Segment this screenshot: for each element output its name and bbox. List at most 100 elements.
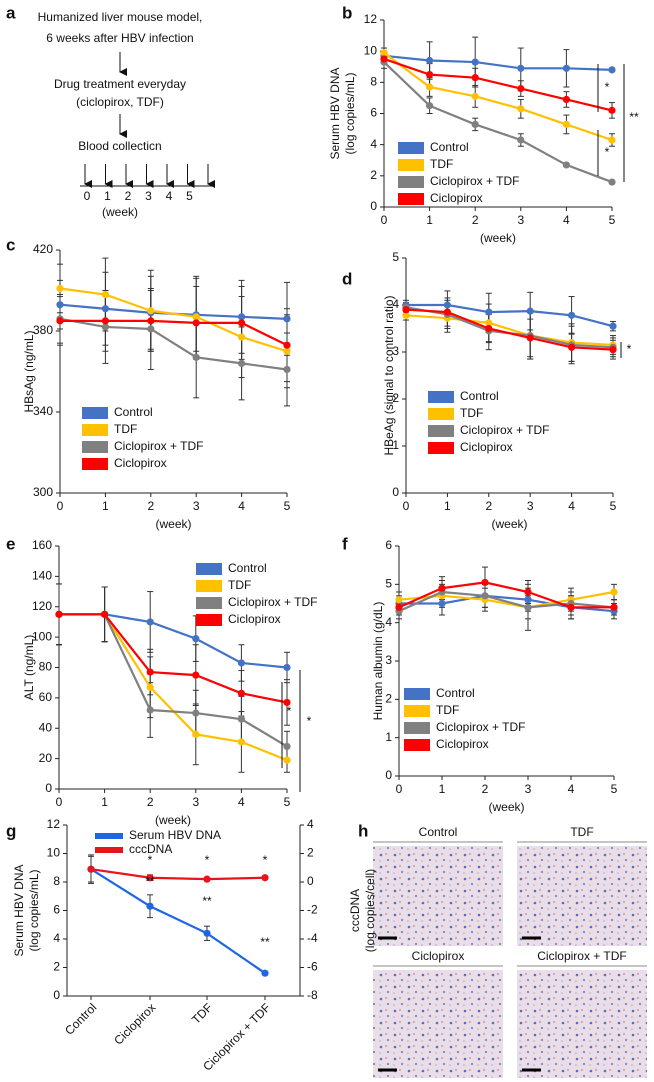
data-point <box>380 55 388 63</box>
y-tick-label: 4 <box>385 615 392 629</box>
x-tick-label: 4 <box>563 213 570 227</box>
y2-tick-label: 4 <box>307 817 314 831</box>
y-tick-label: 4 <box>392 297 399 311</box>
y-tick-label: 340 <box>33 404 53 418</box>
data-point <box>426 102 434 110</box>
annotation: * <box>148 853 153 867</box>
data-point <box>192 635 200 643</box>
panel-label: h <box>358 821 368 840</box>
legend-label: Control <box>228 561 267 575</box>
legend-key <box>398 193 424 205</box>
diagram-text: (ciclopirox, TDF) <box>76 95 164 109</box>
legend-key <box>428 442 454 454</box>
legend-key <box>398 159 424 171</box>
data-point <box>608 136 616 144</box>
y2-tick-label: 0 <box>307 874 314 888</box>
data-point <box>87 865 95 873</box>
panel-label: c <box>6 235 15 254</box>
data-point <box>101 610 109 618</box>
y-axis-label: Serum HBV DNA <box>328 67 342 159</box>
y-tick-label: 2 <box>392 391 399 405</box>
series-line <box>405 308 614 351</box>
legend-label: Serum HBV DNA <box>129 828 221 842</box>
timeline-label: 0 <box>84 189 91 203</box>
data-point <box>146 874 154 882</box>
data-point <box>471 120 479 129</box>
x-tick-label: 4 <box>568 782 575 796</box>
timeline-label: 4 <box>166 189 173 203</box>
legend-label: Ciclopirox + TDF <box>114 439 203 453</box>
legend-label: Control <box>460 389 499 403</box>
data-point <box>443 301 451 309</box>
x-tick-label: 3 <box>192 795 199 809</box>
legend-key <box>196 580 222 592</box>
data-point <box>562 95 571 104</box>
y-axis-label: (log copies/mL) <box>27 869 41 951</box>
y-axis-label: (log copies/mL) <box>343 72 357 154</box>
data-point <box>237 689 245 697</box>
data-point <box>485 324 493 333</box>
data-point <box>562 120 571 129</box>
micrograph <box>373 846 503 946</box>
x-tick-label: 5 <box>610 499 617 513</box>
legend-key <box>196 563 222 575</box>
y-tick-label: 2 <box>370 168 377 182</box>
y-tick-label: 0 <box>370 199 377 213</box>
data-point <box>147 325 155 333</box>
series-line <box>59 317 288 371</box>
series-line <box>398 581 614 609</box>
y-axis-label: Human albumin (g/dL) <box>371 602 385 721</box>
x-tick-label: 4 <box>568 499 575 513</box>
legend-key <box>404 739 430 751</box>
data-point <box>238 359 246 367</box>
x-tick-label: 2 <box>485 499 492 513</box>
diagram-text: Blood collecticn <box>78 139 161 153</box>
data-point <box>283 663 291 672</box>
data-point <box>443 308 451 316</box>
data-point <box>147 317 155 325</box>
data-point <box>192 709 200 717</box>
data-point <box>568 343 576 351</box>
y-tick-label: 8 <box>370 75 377 89</box>
x-tick-label: 3 <box>193 499 200 513</box>
panel-label: b <box>342 3 352 22</box>
data-point <box>562 161 571 169</box>
y-tick-label: 2 <box>385 692 392 706</box>
data-point <box>524 596 532 604</box>
legend-key <box>82 407 108 419</box>
data-point <box>609 322 617 330</box>
x-tick-label: 4 <box>238 499 245 513</box>
data-point <box>283 315 291 323</box>
data-point <box>56 317 64 325</box>
data-point <box>192 353 200 361</box>
data-point <box>101 305 109 313</box>
legend-key <box>428 408 454 420</box>
x-tick-label: 0 <box>57 499 64 513</box>
data-point <box>426 83 434 91</box>
y-tick-label: 0 <box>45 781 52 795</box>
y-tick-label: 0 <box>392 485 399 499</box>
y-tick-label: 8 <box>53 874 60 888</box>
timeline-label: 1 <box>104 189 111 203</box>
timeline-label: 3 <box>145 189 152 203</box>
legend-label: Ciclopirox <box>114 456 167 470</box>
data-point <box>283 742 291 751</box>
x-tick-label: TDF <box>189 1000 215 1026</box>
legend-label: Ciclopirox + TDF <box>460 423 549 437</box>
legend-label: TDF <box>436 703 459 717</box>
x-tick-label: 0 <box>403 499 410 513</box>
y-axis-label: HBeAg (signal to control ratio) <box>382 295 396 455</box>
data-point <box>481 578 489 587</box>
data-point <box>146 618 154 626</box>
legend-label: TDF <box>228 578 251 592</box>
data-point <box>610 603 618 611</box>
annotation: * <box>605 80 610 94</box>
data-point <box>237 715 245 723</box>
x-tick-label: 0 <box>396 782 403 796</box>
data-point <box>517 136 525 144</box>
legend-key <box>82 424 108 436</box>
legend-label: Control <box>430 140 469 154</box>
x-tick-label: 2 <box>472 213 479 227</box>
legend-key <box>428 391 454 403</box>
